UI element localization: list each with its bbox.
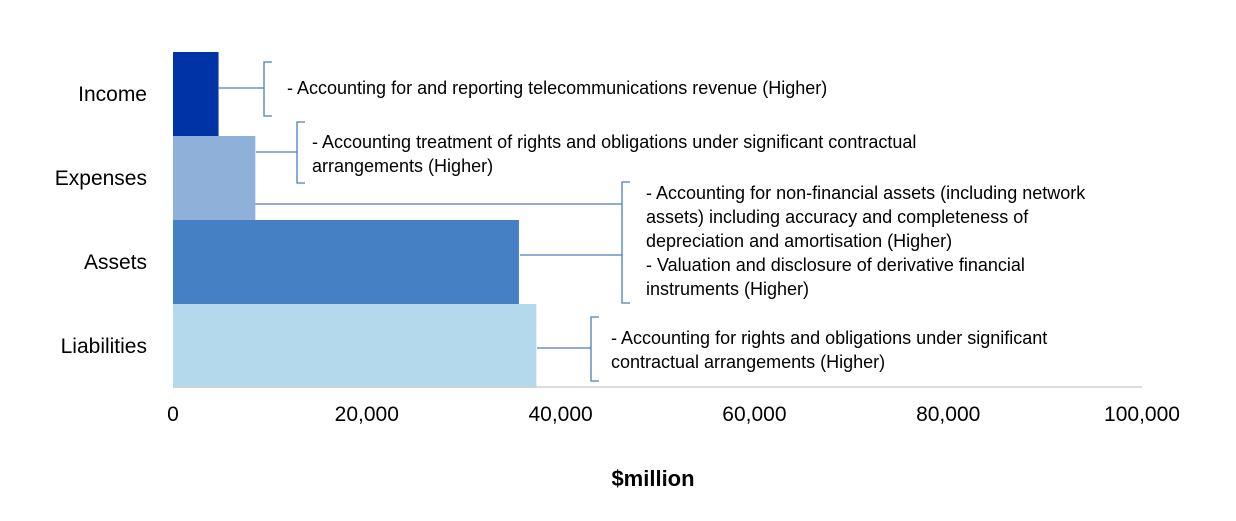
connectors-group <box>218 61 630 382</box>
x-tick-label: 100,000 <box>1104 403 1180 426</box>
x-tick-label: 0 <box>167 403 179 426</box>
bracket-liabilities <box>590 316 599 382</box>
x-tick-label: 20,000 <box>335 403 399 426</box>
annotation-text-assets: assets) including accuracy and completen… <box>646 207 1029 227</box>
category-label-liabilities: Liabilities <box>61 335 147 358</box>
annotation-text-assets: - Accounting for non-financial assets (i… <box>646 183 1086 203</box>
category-label-income: Income <box>78 83 147 106</box>
annotation-text-liabilities: contractual arrangements (Higher) <box>611 352 885 372</box>
bar-income <box>173 52 219 136</box>
annotation-text-assets: - Valuation and disclosure of derivative… <box>646 255 1025 275</box>
bracket-income <box>263 61 272 117</box>
category-labels-group: Income Expenses Assets Liabilities <box>55 83 147 358</box>
x-axis-label: $million <box>611 466 694 491</box>
category-label-assets: Assets <box>84 251 147 274</box>
annotation-text-income: - Accounting for and reporting telecommu… <box>287 78 827 98</box>
x-ticks-group: 0 20,000 40,000 60,000 80,000 100,000 <box>167 403 1180 426</box>
annotation-text-liabilities: - Accounting for rights and obligations … <box>611 328 1047 348</box>
bar-assets <box>173 220 519 304</box>
annotation-text-assets: depreciation and amortisation (Higher) <box>646 231 952 251</box>
annotation-text-expenses: arrangements (Higher) <box>312 156 493 176</box>
bar-expenses <box>173 136 256 220</box>
annotations-group: - Accounting for and reporting telecommu… <box>287 78 1086 372</box>
x-tick-label: 60,000 <box>722 403 786 426</box>
annotation-text-assets: instruments (Higher) <box>646 279 809 299</box>
annotation-text-expenses: - Accounting treatment of rights and obl… <box>312 132 916 152</box>
category-label-expenses: Expenses <box>55 167 147 190</box>
x-tick-label: 40,000 <box>528 403 592 426</box>
bars-group <box>173 52 537 388</box>
bar-liabilities <box>173 304 537 388</box>
bracket-expenses <box>296 121 305 184</box>
bracket-assets <box>621 181 630 304</box>
x-tick-label: 80,000 <box>916 403 980 426</box>
